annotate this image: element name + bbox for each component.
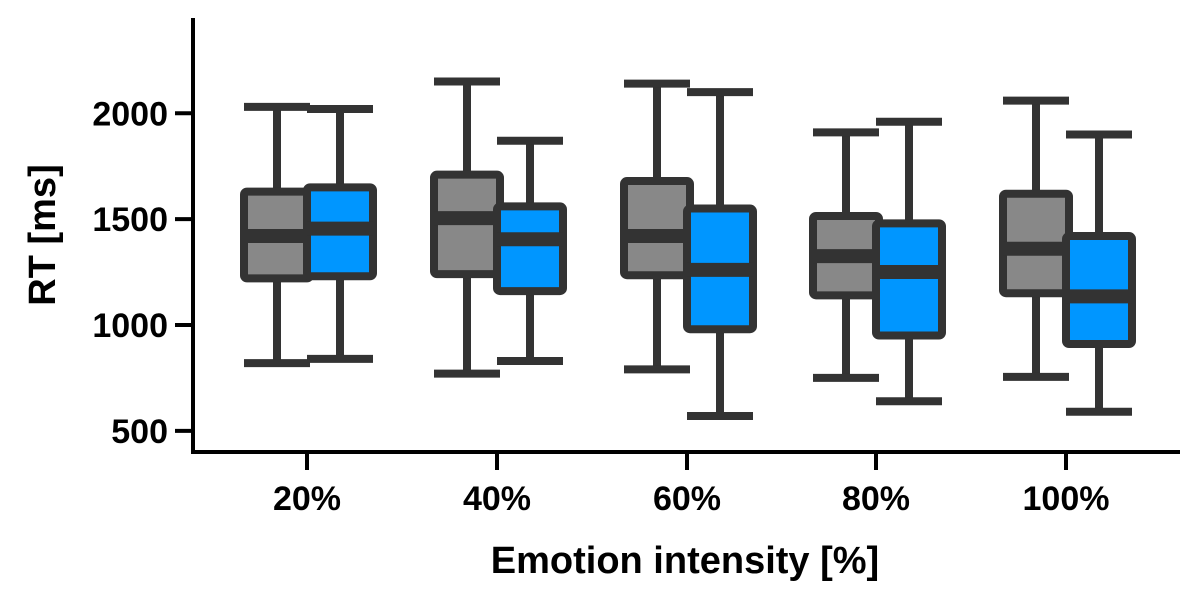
y-tick-label: 1000 (92, 307, 168, 345)
axes-layer: 500 1000 1500 2000 20% 40% 60% 80% 100% (92, 18, 1180, 518)
x-tick-label: 60% (653, 480, 721, 518)
box-1-100% (999, 96, 1073, 381)
box-body (872, 219, 946, 340)
box-1-60% (620, 79, 694, 374)
x-tick-label: 20% (273, 480, 341, 518)
box-2-60% (683, 88, 757, 421)
x-axis-title: Emotion intensity [%] (491, 540, 879, 582)
box-body (620, 177, 694, 280)
box-2-100% (1062, 130, 1136, 416)
box-2-40% (493, 136, 567, 365)
box-2-80% (872, 117, 946, 406)
y-tick-label: 500 (111, 413, 168, 451)
box-body (493, 202, 567, 296)
y-tick-label: 2000 (92, 95, 168, 133)
box-1-80% (809, 128, 883, 382)
box-1-20% (240, 102, 314, 368)
y-axis-title: RT [ms] (22, 164, 64, 305)
y-tick-label: 1500 (92, 201, 168, 239)
boxes-layer (240, 77, 1136, 421)
box-1-40% (430, 77, 504, 378)
box-2-20% (303, 105, 377, 363)
x-tick-label: 100% (1023, 480, 1110, 518)
x-tick-label: 80% (842, 480, 910, 518)
x-tick-label: 40% (463, 480, 531, 518)
